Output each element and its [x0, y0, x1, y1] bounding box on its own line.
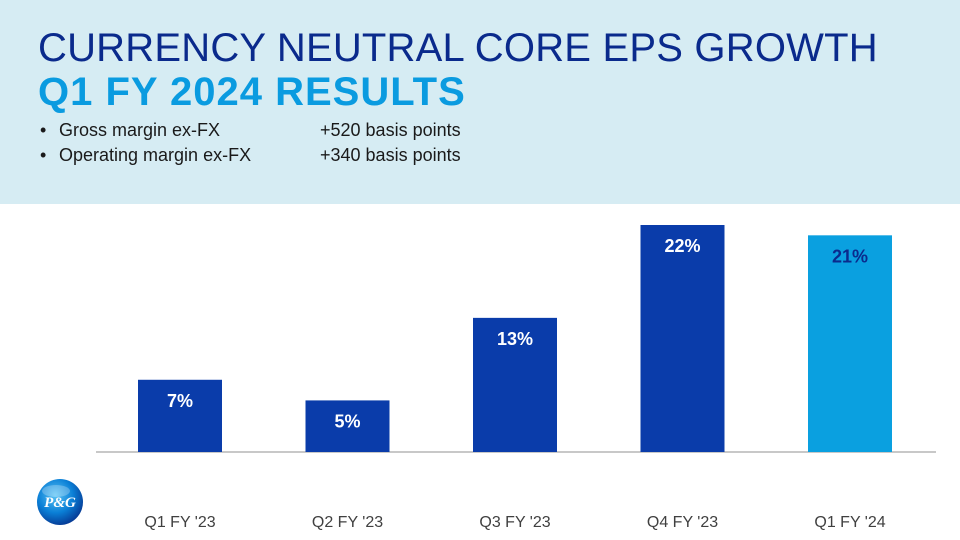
data-label: 21%: [832, 246, 868, 266]
x-tick-label: Q1 FY '23: [144, 514, 215, 531]
header-band: CURRENCY NEUTRAL CORE EPS GROWTH Q1 FY 2…: [0, 0, 960, 204]
x-tick-label: Q1 FY '24: [814, 514, 885, 531]
bar: [640, 225, 725, 452]
x-tick-label: Q2 FY '23: [312, 514, 383, 531]
bullet-icon: •: [40, 145, 47, 165]
pg-logo-shine: [42, 485, 70, 497]
bar: [473, 317, 557, 452]
x-tick-label: Q4 FY '23: [647, 514, 718, 531]
pg-logo: P&G: [37, 479, 83, 525]
highlight-label: Gross margin ex-FX: [59, 120, 221, 140]
bar: [138, 379, 222, 452]
bar: [305, 400, 390, 452]
x-tick-label: Q3 FY '23: [479, 514, 550, 531]
data-label: 7%: [167, 391, 193, 411]
pg-logo-circle: [37, 479, 83, 525]
bar: [808, 235, 892, 452]
highlight-value: +340 basis points: [320, 145, 461, 165]
data-label: 5%: [334, 411, 360, 431]
data-label: 13%: [497, 329, 533, 349]
pg-logo-text: P&G: [44, 495, 76, 511]
data-label: 22%: [664, 236, 700, 256]
eps-growth-bar-chart: 7% Q1 FY '23 5% Q2 FY '23 13% Q3 FY '23 22% Q4 …: [96, 225, 936, 531]
highlight-label: Operating margin ex-FX: [59, 145, 252, 165]
bullet-icon: •: [40, 120, 47, 140]
highlight-value: +520 basis points: [320, 120, 461, 140]
page-title: CURRENCY NEUTRAL CORE EPS GROWTH: [38, 26, 878, 70]
page-subtitle: Q1 FY 2024 RESULTS: [38, 70, 466, 114]
